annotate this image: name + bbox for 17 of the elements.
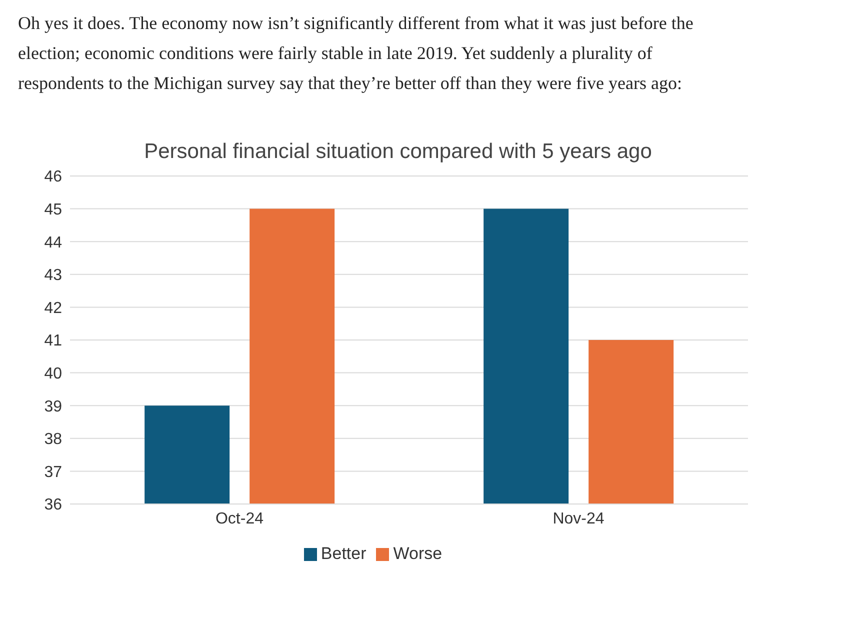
y-tick-label: 44 [44,234,62,252]
y-tick-label: 46 [44,168,62,186]
legend-label: Better [320,544,366,563]
x-tick-label: Oct-24 [215,510,264,528]
y-tick-label: 41 [44,332,62,350]
y-tick-label: 37 [44,464,62,481]
y-tick-label: 42 [44,300,62,317]
chart-title: Personal financial situation compared with 5 years ago [143,140,653,164]
y-tick-label: 39 [44,398,62,416]
y-tick-label: 36 [44,496,62,514]
text: Oh yes it does. The economy now isn’t significantly different from what it was just before the election; economic conditions were fairly stable in late 2019. Yet suddenly a plurality of respondents to the Michigan survey say that they’re better off than they were five years ago: [18,12,694,95]
y-tick-label: 40 [44,365,62,382]
y-tick-label: 45 [44,201,62,218]
legend-label: Worse [393,544,442,563]
x-tick-label: Nov-24 [552,510,604,528]
y-tick-label: 43 [44,267,62,284]
y-tick-label: 38 [44,431,62,448]
